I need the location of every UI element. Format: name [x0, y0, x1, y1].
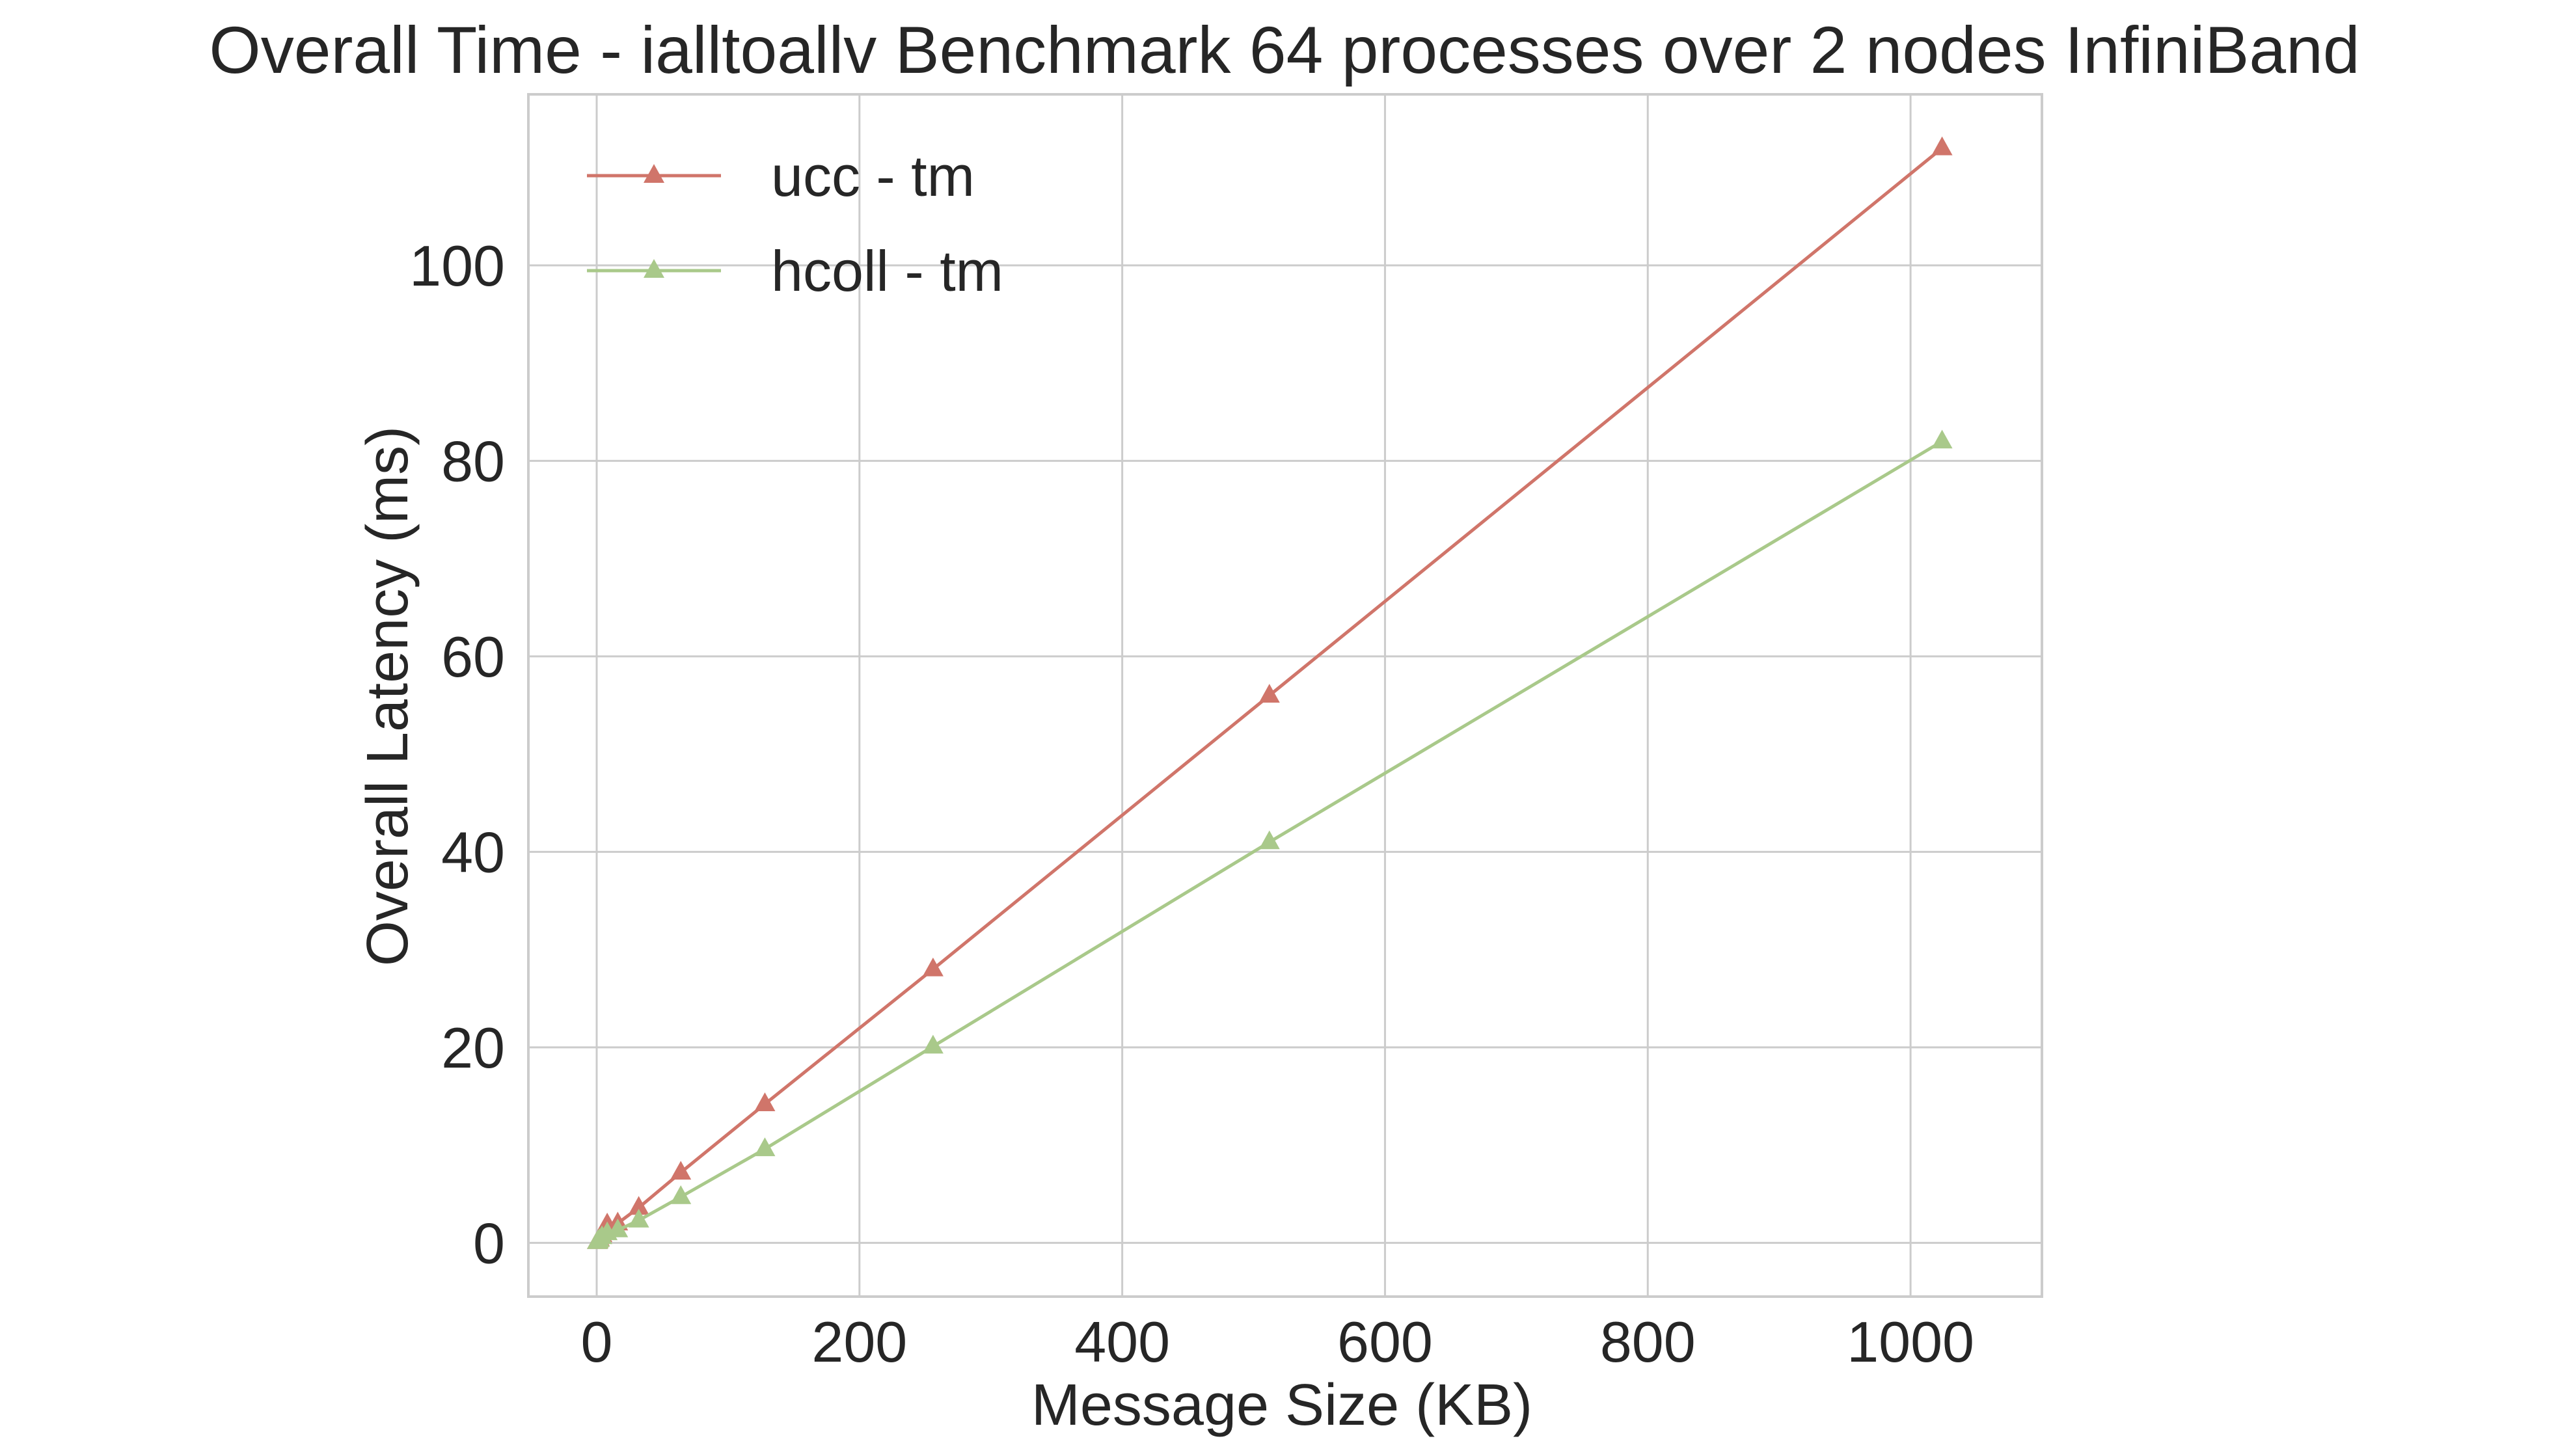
legend-item: ucc - tm: [587, 144, 975, 208]
data-point: [1931, 429, 1953, 449]
y-tick-label: 60: [441, 625, 505, 689]
data-point: [1931, 136, 1953, 155]
chart-title: Overall Time - ialltoallv Benchmark 64 p…: [209, 13, 2359, 87]
data-point: [922, 1034, 944, 1054]
y-tick-label: 100: [409, 234, 505, 298]
x-tick-label: 200: [811, 1310, 907, 1374]
data-point: [922, 957, 944, 977]
series-2: [587, 429, 1953, 1249]
y-axis-label: Overall Latency (ms): [355, 426, 420, 966]
series-layer: [587, 136, 1953, 1249]
legend-item: hcoll - tm: [587, 239, 1003, 303]
legend-swatch-marker: [644, 164, 664, 183]
data-point: [607, 1218, 629, 1237]
legend-swatch-marker: [644, 259, 664, 278]
y-tick-label: 0: [473, 1211, 505, 1275]
y-tick-label: 40: [441, 820, 505, 884]
x-tick-label: 400: [1074, 1310, 1170, 1374]
data-point: [1258, 684, 1280, 703]
x-tick-label: 600: [1337, 1310, 1433, 1374]
data-point: [1258, 830, 1280, 850]
y-tick-label: 80: [441, 429, 505, 493]
series-1: [587, 136, 1953, 1249]
x-tick-label: 800: [1600, 1310, 1696, 1374]
data-point: [670, 1161, 692, 1180]
x-axis-label: Message Size (KB): [1031, 1373, 1532, 1438]
data-point: [628, 1208, 649, 1228]
plot-frame: [527, 93, 2043, 1298]
data-point: [754, 1137, 776, 1157]
x-axis-ticks: 0 200 400 600 800 1000: [581, 1310, 1974, 1374]
data-point: [670, 1185, 692, 1204]
legend-label: ucc - tm: [771, 144, 975, 208]
grid: [528, 94, 2042, 1297]
legend-label: hcoll - tm: [771, 239, 1003, 303]
legend: ucc - tm hcoll - tm: [587, 144, 1003, 303]
data-point: [754, 1092, 776, 1111]
y-axis-ticks: 0 20 40 60 80 100: [409, 234, 505, 1275]
data-point: [628, 1196, 649, 1215]
x-tick-label: 0: [581, 1310, 613, 1374]
y-tick-label: 20: [441, 1016, 505, 1080]
x-tick-label: 1000: [1847, 1310, 1974, 1374]
